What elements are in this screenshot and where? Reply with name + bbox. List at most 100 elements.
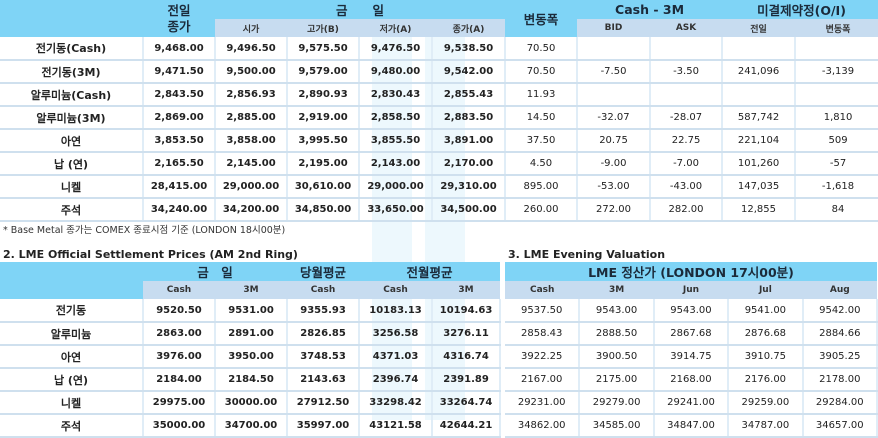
oi-change-cell xyxy=(795,83,878,107)
bid-cell: -53.00 xyxy=(577,175,652,199)
open-cell: 29,000.00 xyxy=(215,175,288,199)
metal-name-cell: 니켈 xyxy=(0,175,144,199)
ask-cell: -3.50 xyxy=(650,60,724,84)
high-cell: 2,890.93 xyxy=(287,83,360,107)
open-cell: 3,858.00 xyxy=(215,129,288,153)
change-cell: 37.50 xyxy=(505,129,579,153)
open-header: 시가 xyxy=(215,19,287,37)
change-cell: 14.50 xyxy=(505,106,579,130)
prev-close-cell: 3,853.50 xyxy=(143,129,216,153)
section-title-settlement: 2. LME Official Settlement Prices (AM 2n… xyxy=(3,248,298,261)
price-cell: 9541.00 xyxy=(728,299,804,323)
price-cell: 10183.13 xyxy=(359,299,434,323)
price-cell: 2175.00 xyxy=(579,368,655,392)
price-cell: 3922.25 xyxy=(505,345,581,369)
high-cell: 34,850.00 xyxy=(287,198,360,222)
change-cell: 70.50 xyxy=(505,37,579,61)
close-cell: 2,855.43 xyxy=(432,83,507,107)
open-cell: 2,885.00 xyxy=(215,106,288,130)
price-cell: 9542.00 xyxy=(802,299,878,323)
price-cell: 2858.43 xyxy=(505,322,581,346)
price-cell: 3748.53 xyxy=(287,345,361,369)
price-cell: 27912.50 xyxy=(287,391,361,415)
table-row: 알루미늄(3M) 2,869.00 2,885.00 2,919.00 2,858.50… xyxy=(0,106,878,130)
corner-header xyxy=(0,262,143,299)
oi-change-cell: 509 xyxy=(795,129,878,153)
bid-cell xyxy=(577,37,652,61)
ask-header: ASK xyxy=(650,19,723,37)
month-avg-header: 당월평균 xyxy=(287,262,360,281)
change-cell: 895.00 xyxy=(505,175,579,199)
bid-cell: -9.00 xyxy=(577,152,652,176)
evening-valuation-table: LME 정산가 (LONDON 17시00분) Cash 3M Jun Jul Aug … xyxy=(505,262,878,438)
price-cell: 2184.50 xyxy=(215,368,289,392)
table-row: 29231.00 29279.00 29241.00 29259.00 29284.00 xyxy=(505,391,878,415)
change-cell: 4.50 xyxy=(505,152,579,176)
metal-name-cell: 알루미늄 xyxy=(0,322,144,346)
price-cell: 2167.00 xyxy=(505,368,581,392)
open-cell: 2,856.93 xyxy=(215,83,288,107)
oi-prev-header: 전일 xyxy=(722,19,796,37)
corner-header xyxy=(0,0,143,37)
price-cell: 3914.75 xyxy=(653,345,730,369)
high-cell: 30,610.00 xyxy=(287,175,360,199)
price-cell: 2867.68 xyxy=(653,322,730,346)
bid-cell: 20.75 xyxy=(577,129,652,153)
price-cell: 2143.63 xyxy=(287,368,361,392)
low-cell: 3,855.50 xyxy=(359,129,433,153)
price-cell: 3910.75 xyxy=(728,345,804,369)
3m-header: 3M xyxy=(432,281,501,299)
oi-prev-cell xyxy=(722,83,797,107)
low-cell: 9,476.50 xyxy=(359,37,433,61)
change-cell: 70.50 xyxy=(505,60,579,84)
price-cell: 33264.74 xyxy=(432,391,502,415)
close-cell: 2,883.50 xyxy=(432,106,507,130)
metal-name-cell: 아연 xyxy=(0,345,144,369)
cash-header: Cash xyxy=(143,281,215,299)
table-row: 2858.43 2888.50 2867.68 2876.68 2884.66 xyxy=(505,322,878,346)
price-cell: 9355.93 xyxy=(287,299,361,323)
oi-change-header: 변동폭 xyxy=(795,19,878,37)
ask-cell: -43.00 xyxy=(650,175,724,199)
metal-name-cell: 전기동(Cash) xyxy=(0,37,144,61)
oi-change-cell: 1,810 xyxy=(795,106,878,130)
open-cell: 9,500.00 xyxy=(215,60,288,84)
lme-daily-prices-table: 전일 종가 금 일 변동폭 Cash - 3M 미결제약정(O/I) 시가 고가… xyxy=(0,0,878,222)
low-cell: 33,650.00 xyxy=(359,198,433,222)
oi-header: 미결제약정(O/I) xyxy=(722,0,878,19)
bid-header: BID xyxy=(577,19,651,37)
price-cell: 29284.00 xyxy=(802,391,878,415)
column-header: Aug xyxy=(802,281,877,299)
prev-close-cell: 2,869.00 xyxy=(143,106,216,130)
table-row: 납 (연) 2,165.50 2,145.00 2,195.00 2,143.00 2,1… xyxy=(0,152,878,176)
table-row: 전기동(3M) 9,471.50 9,500.00 9,579.00 9,480.00 9… xyxy=(0,60,878,84)
price-cell: 9543.00 xyxy=(579,299,655,323)
ask-cell: -28.07 xyxy=(650,106,724,130)
bid-cell: 272.00 xyxy=(577,198,652,222)
price-cell: 9520.50 xyxy=(143,299,216,323)
high-cell: 9,575.50 xyxy=(287,37,360,61)
price-cell: 2884.66 xyxy=(802,322,878,346)
3m-header: 3M xyxy=(215,281,288,299)
metal-name-cell: 납 (연) xyxy=(0,368,144,392)
table-row: 전기동(Cash) 9,468.00 9,496.50 9,575.50 9,476.5… xyxy=(0,37,878,61)
price-cell: 29279.00 xyxy=(579,391,655,415)
metal-name-cell: 주석 xyxy=(0,198,144,222)
close-cell: 34,500.00 xyxy=(432,198,507,222)
prev-close-cell: 2,165.50 xyxy=(143,152,216,176)
oi-prev-cell: 587,742 xyxy=(722,106,797,130)
metal-name-cell: 아연 xyxy=(0,129,144,153)
price-cell: 2168.00 xyxy=(653,368,730,392)
high-cell: 9,579.00 xyxy=(287,60,360,84)
low-cell: 29,000.00 xyxy=(359,175,433,199)
high-header: 고가(B) xyxy=(287,19,359,37)
spread-header: Cash - 3M xyxy=(577,0,723,19)
column-header: Jun xyxy=(653,281,729,299)
price-cell: 9531.00 xyxy=(215,299,289,323)
low-cell: 2,143.00 xyxy=(359,152,433,176)
oi-prev-cell: 147,035 xyxy=(722,175,797,199)
footnote: * Base Metal 종가는 COMEX 종료시점 기준 (LONDON 1… xyxy=(3,225,286,236)
high-cell: 2,195.00 xyxy=(287,152,360,176)
close-cell: 9,538.50 xyxy=(432,37,507,61)
price-cell: 10194.63 xyxy=(432,299,502,323)
